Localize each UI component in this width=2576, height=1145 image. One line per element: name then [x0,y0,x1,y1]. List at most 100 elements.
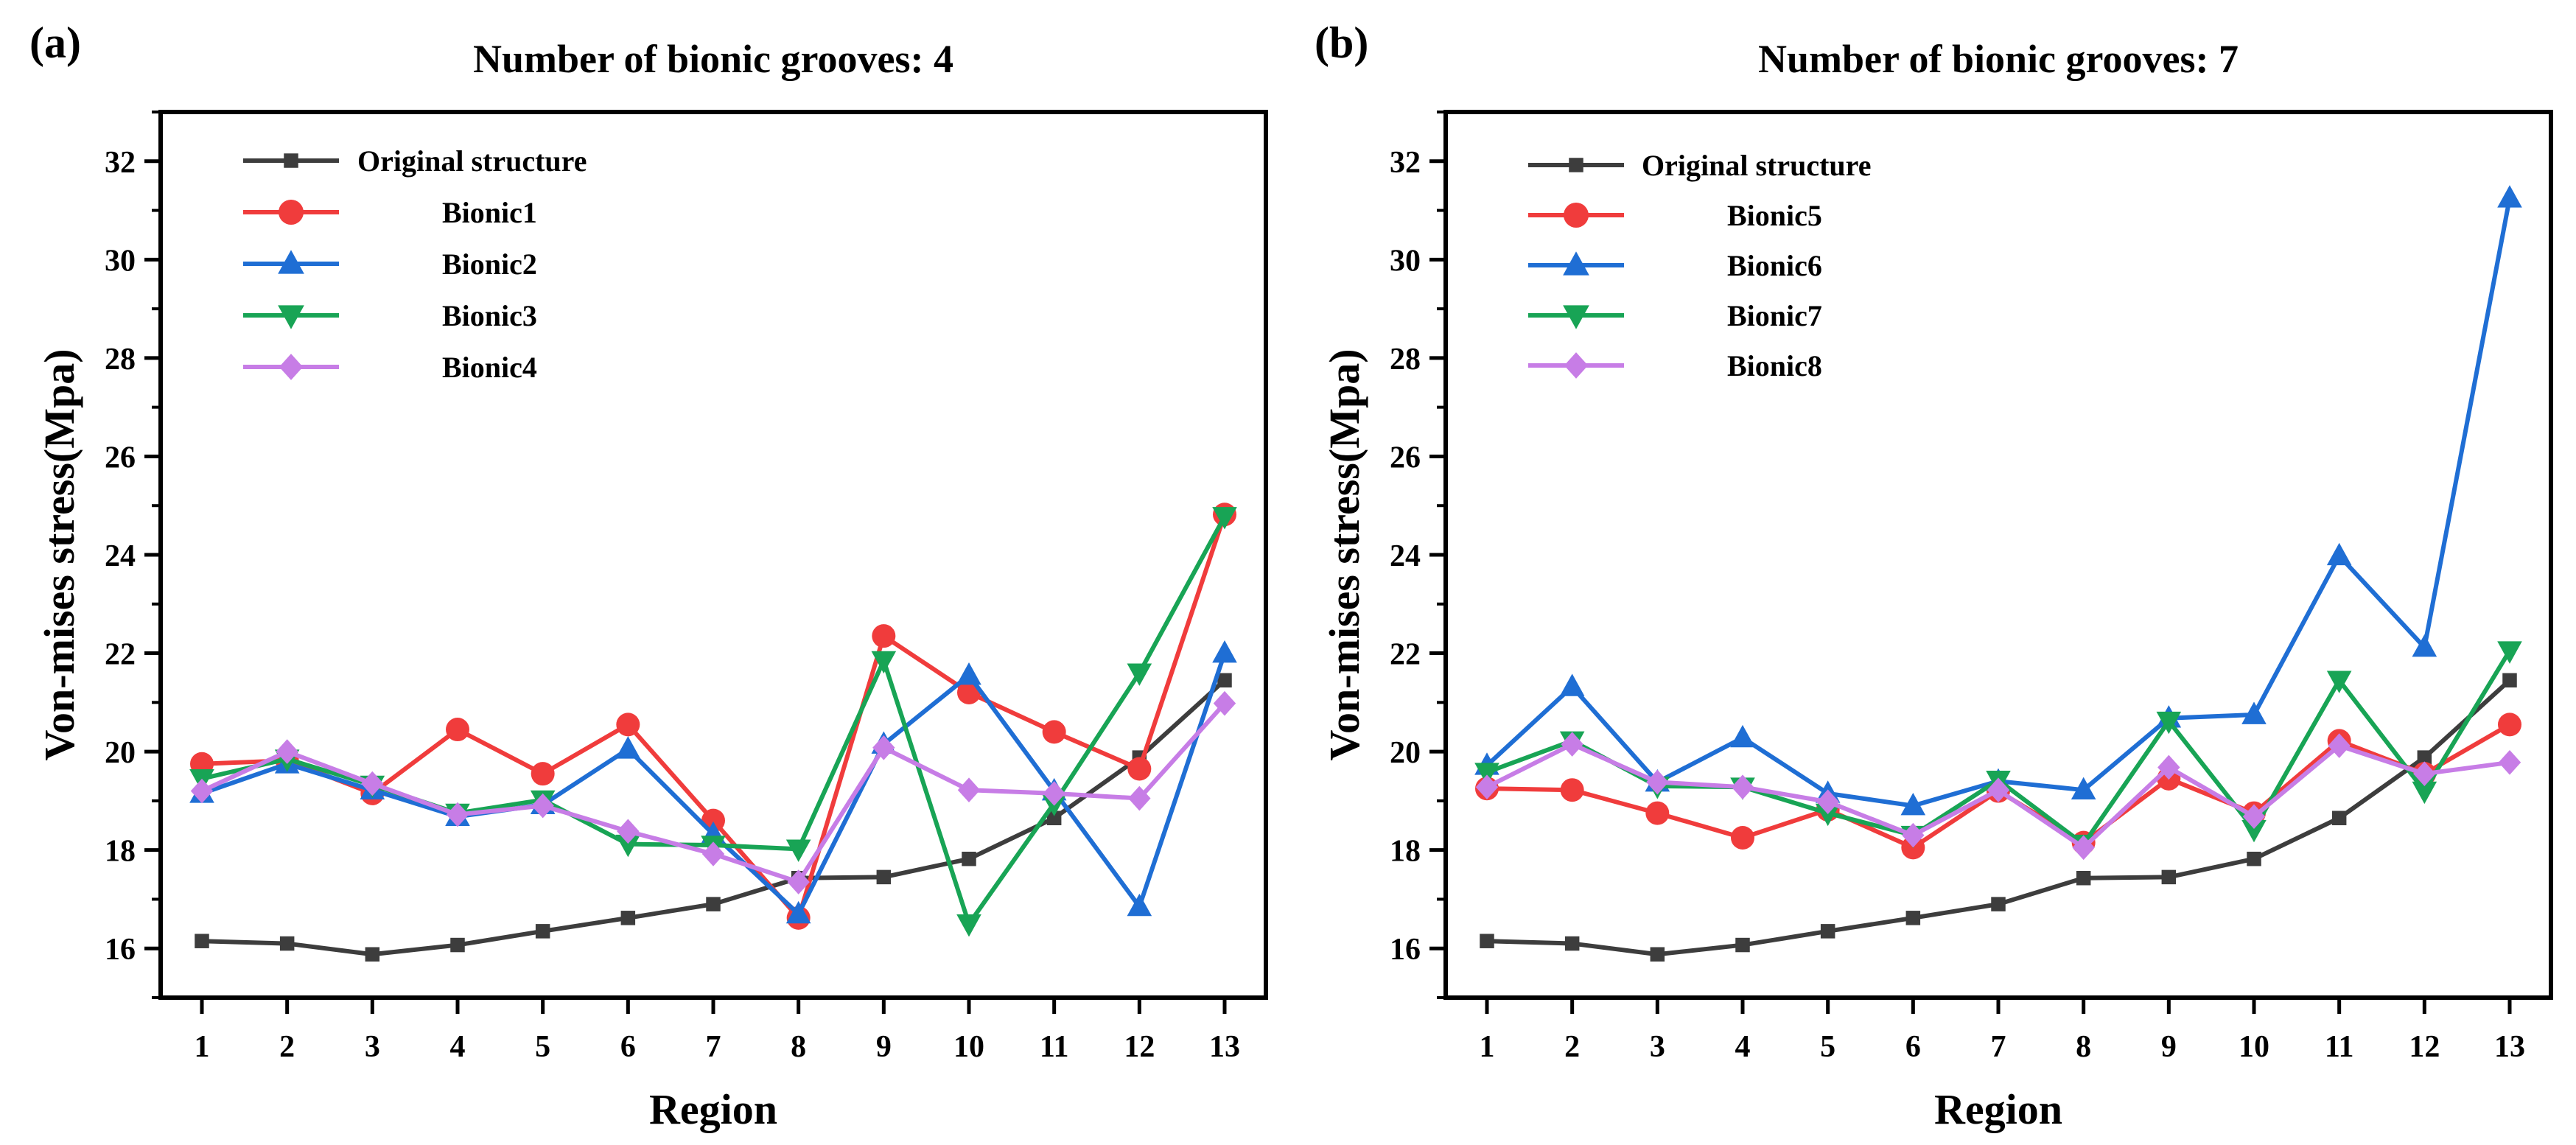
legend-item: Bionic8 [1528,349,1822,382]
data-point [1212,640,1237,663]
data-point [1480,934,1494,948]
series-line [1486,679,2512,957]
data-point [1987,777,2010,802]
data-point [956,662,981,685]
data-point [871,651,897,674]
x-tick-label: 7 [1991,1030,2006,1064]
legend-label: Original structure [357,144,587,178]
chart-title-a: Number of bionic grooves: 4 [473,37,953,81]
data-point [616,712,640,737]
data-point [787,869,810,894]
legend-item: Bionic4 [243,351,537,384]
x-tick-label: 3 [1650,1030,1665,1064]
data-point [1127,893,1152,917]
data-point [620,911,636,925]
data-point [1217,673,1232,688]
panel-a: (a) Number of bionic grooves: 4 16182022… [29,18,1268,1133]
legend-marker [1564,203,1589,228]
data-point [1731,825,1754,850]
data-point [1735,937,1750,953]
y-axis-label-b: Von-mises stress(Mpa) [1320,349,1368,760]
data-point [276,739,298,764]
data-point [1043,781,1065,806]
series-bionic3-a [189,507,1237,937]
x-axis-label-b: Region [1934,1085,2062,1133]
data-point [1991,897,2006,911]
legend-marker [1564,352,1589,379]
plot-frame-b [1443,110,2553,1000]
data-point [2328,733,2351,758]
data-point [535,924,550,939]
legend-marker [1563,305,1589,329]
series-bionic8-b [1475,732,2521,861]
series-layer-b [1474,185,2522,962]
data-point [785,839,811,862]
data-point [1646,769,1669,795]
data-point [1212,507,1237,530]
x-tick-label: 6 [620,1030,636,1064]
panel-letter-a: (a) [29,18,81,67]
x-tick-label: 12 [2409,1030,2440,1064]
data-point [190,778,214,804]
x-tick-label: 6 [1905,1030,1921,1064]
data-point [2326,670,2352,693]
data-point [450,937,465,953]
data-point [2076,870,2091,886]
x-tick-label: 8 [2076,1030,2091,1064]
data-point [365,947,380,962]
y-tick-label: 22 [1390,638,1421,672]
x-tick-label: 5 [535,1030,550,1064]
data-point [2072,835,2095,861]
data-point [531,793,554,819]
data-point [531,762,555,786]
data-point [2502,673,2517,688]
legend-item: Bionic3 [243,299,537,332]
data-point [706,897,721,911]
legend-marker [279,354,304,380]
data-point [617,819,640,844]
y-tick-label: 22 [105,638,136,672]
legend-item: Bionic6 [1528,249,1822,282]
legend-marker [278,305,304,329]
x-tick-label: 7 [706,1030,721,1064]
data-point [2497,641,2522,664]
x-tick-label: 10 [953,1030,984,1064]
data-point [2417,750,2432,765]
x-tick-label: 9 [2161,1030,2177,1064]
data-point [1213,690,1236,716]
x-tick-label: 12 [1124,1030,1155,1064]
data-point [446,718,469,742]
legend-label: Bionic7 [1727,299,1822,332]
x-tick-label: 1 [195,1030,210,1064]
legend-label: Original structure [1642,149,1871,182]
data-point [1046,810,1062,826]
chart-title-b: Number of bionic grooves: 7 [1758,37,2239,81]
data-point [361,771,384,796]
data-point [195,934,209,948]
legend-label: Bionic8 [1727,349,1822,382]
data-point [1475,774,1499,799]
y-tick-label: 32 [105,146,136,180]
x-tick-label: 13 [2494,1030,2525,1064]
y-axis-ticks-b: 16 18 20 22 24 26 28 30 32 [1390,111,1446,999]
data-point [872,624,896,648]
data-point [1820,924,1835,939]
data-point [2242,804,2266,830]
data-point [1730,724,1755,748]
x-tick-label: 1 [1480,1030,1495,1064]
x-tick-label: 3 [365,1030,380,1064]
y-axis-label-a: Von-mises stress(Mpa) [35,349,83,760]
data-point [2331,810,2347,826]
y-tick-label: 30 [1390,244,1421,278]
data-point [962,851,976,866]
legend-item: Bionic2 [243,248,537,281]
data-point [2326,542,2352,566]
data-point [1128,785,1151,811]
y-tick-label: 16 [1390,933,1421,967]
x-axis-ticks-b: 1 2 3 4 5 6 7 8 9 10 11 12 13 [1480,998,2525,1064]
legend-item: Bionic1 [243,196,537,229]
x-tick-label: 8 [791,1030,806,1064]
y-tick-label: 18 [1390,835,1421,869]
data-point [2156,711,2182,735]
